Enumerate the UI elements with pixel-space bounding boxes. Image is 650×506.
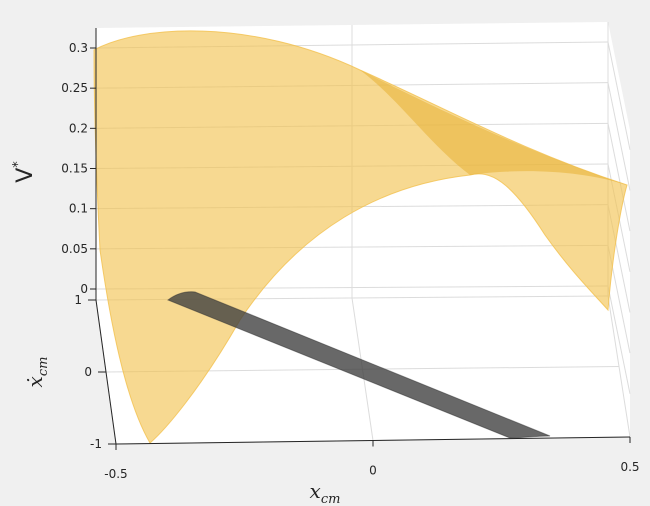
tick-label-y: 1 [74,293,82,307]
y-axis-label: ẋcm [23,357,51,388]
tick-label-z: 0.05 [61,242,88,256]
tick-labels: 00.050.10.150.20.250.3-0.5 0 0.5-101 [61,41,639,481]
x-axis-label-sub: cm [321,492,341,506]
z-axis-label-main: V [13,168,38,183]
tick-label-z: 0.2 [69,121,88,135]
z-axis-label: V* [11,161,38,183]
tick-label-x: 0 [369,464,377,478]
value-surface [93,30,628,444]
tick-label-x: 0.5 [620,460,639,474]
band-patch [166,291,551,439]
tick-label-z: 0.15 [61,162,88,176]
trajectory-band [166,291,551,439]
x-axis-label-main: x [310,479,321,503]
tick-label-z: 0.25 [61,81,88,95]
tick-label-y: -1 [90,437,102,451]
grid-line-z-side [607,41,631,150]
x-axis-label: xcm [310,479,341,506]
z-axis-label-sup: * [11,161,26,168]
y-axis-label-main: ẋ [23,376,47,387]
y-axis-label-sub: cm [36,357,51,377]
tick-label-y: 0 [84,365,92,379]
grid-line-z-side [607,82,631,191]
right-wall-yz [608,22,630,437]
grid-line-z-side [607,123,631,232]
grid-line-z-side [607,285,631,394]
tick-label-x: -0.5 [104,467,127,481]
surface-fold [360,70,627,185]
tick-label-z: 0.1 [69,202,88,216]
tick-marks [88,47,631,450]
tick-label-z: 0.3 [69,41,88,55]
tick-label-z: 0 [80,282,88,296]
